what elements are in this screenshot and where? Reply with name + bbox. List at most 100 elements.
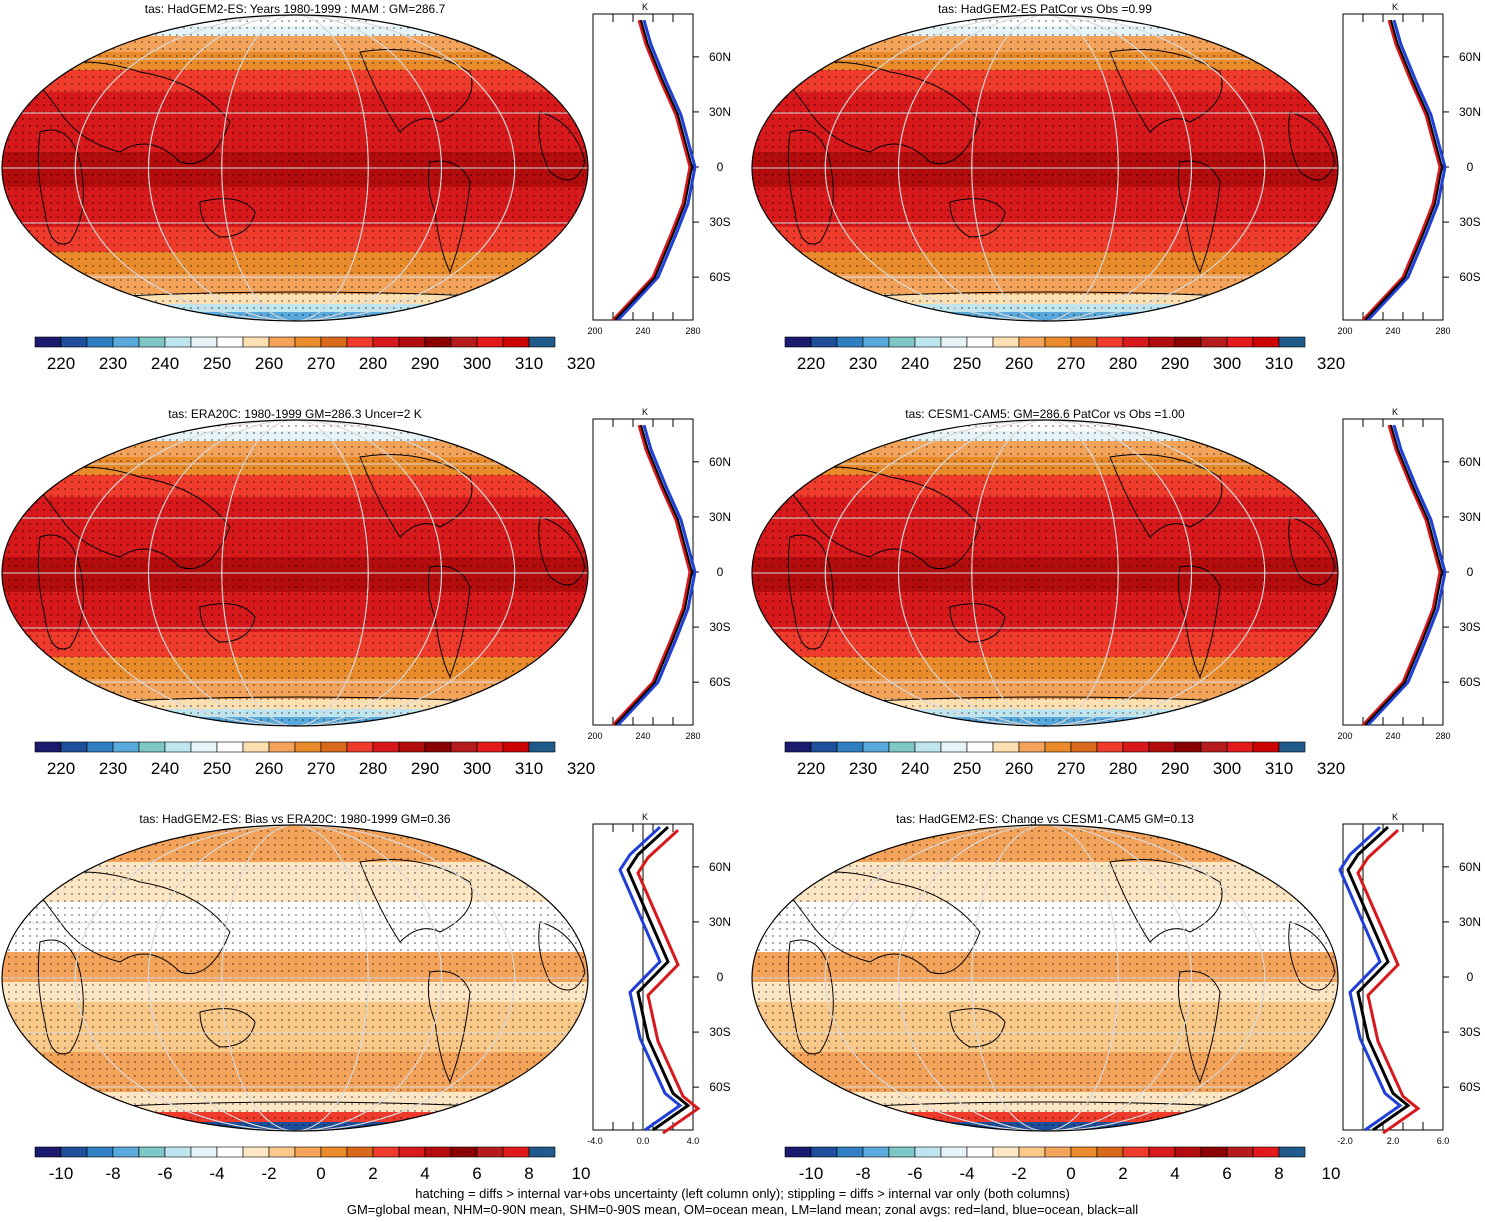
colorbar-swatch [138,1146,166,1158]
colorbar-swatch [216,1146,244,1158]
colorbar-label: 8 [524,1164,533,1183]
latitude-label: 0 [717,970,724,984]
colorbar-swatch [1122,1146,1150,1158]
colorbar-swatch [1278,741,1306,753]
colorbar-label: 300 [463,354,491,373]
colorbar-label: 280 [359,759,387,778]
colorbar-swatch [190,336,218,348]
colorbar-label: 270 [1057,354,1085,373]
latitude-label: 0 [717,160,724,174]
zonal-x-tick-label: -4.0 [587,1136,603,1146]
colorbar-swatch [476,1146,504,1158]
colorbar-label: -2 [1011,1164,1026,1183]
colorbar-swatch [502,741,530,753]
zonal-x-tick-label: 4.0 [687,1136,700,1146]
zonal-curve [1356,829,1421,1135]
colorbar-swatch [320,1146,348,1158]
colorbar-swatch [268,1146,296,1158]
latitude-label: 30S [1459,620,1480,634]
colorbar-label: 310 [515,354,543,373]
panel-title: tas: HadGEM2-ES: Change vs CESM1-CAM5 GM… [896,812,1194,826]
colorbar-label: 6 [472,1164,481,1183]
zonal-unit-label: K [642,812,648,822]
zonal-x-tick-label: 0.0 [637,1136,650,1146]
colorbar-label: 270 [307,354,335,373]
colorbar-swatch [784,1146,812,1158]
colorbar-swatch [1070,1146,1098,1158]
latitude-label: 60N [709,455,731,469]
colorbar-swatch [450,741,478,753]
latitude-label: 30N [1459,105,1481,119]
colorbar-swatch [320,336,348,348]
map-panel: -10 -8 -6 -4 -2 0 2 4 6 8 10 [751,824,1341,1183]
colorbar-swatch [60,1146,88,1158]
colorbar-swatch [1252,1146,1280,1158]
colorbar-swatch [1174,336,1202,348]
latitude-label: 0 [717,565,724,579]
colorbar-swatch [1200,1146,1228,1158]
latitude-label: 60S [1459,675,1480,689]
colorbar-swatch [862,1146,890,1158]
colorbar-swatch [1018,336,1046,348]
zonal-average-plot: K 60N 30N 0 30S 60S -2.0 2.0 6.0 [1337,812,1481,1146]
colorbar-swatch [476,336,504,348]
colorbar-swatch [914,1146,942,1158]
latitude-label: 30N [709,105,731,119]
colorbar-swatch [424,336,452,348]
colorbar-label: 300 [463,759,491,778]
colorbar-swatch [112,1146,140,1158]
colorbar-label: 270 [1057,759,1085,778]
colorbar-label: 290 [1161,354,1189,373]
colorbar-label: 250 [953,759,981,778]
colorbar-swatch [216,741,244,753]
colorbar-swatch [1096,1146,1124,1158]
colorbar-swatch [34,1146,62,1158]
zonal-curve [1338,825,1403,1132]
colorbar-swatch [836,741,864,753]
colorbar-swatch [1018,741,1046,753]
colorbar-swatch [888,1146,916,1158]
latitude-label: 30N [709,510,731,524]
colorbar-swatch [1226,336,1254,348]
zonal-unit-label: K [642,2,648,12]
colorbar-swatch [966,1146,994,1158]
colorbar-swatch [1122,741,1150,753]
colorbar-swatch [1018,1146,1046,1158]
colorbar-label: 260 [1005,759,1033,778]
zonal-x-tick-label: 200 [1337,326,1352,336]
colorbar-swatch [1148,1146,1176,1158]
zonal-x-tick-label: 240 [635,326,650,336]
colorbar-label: 290 [411,354,439,373]
zonal-curve [626,825,691,1132]
colorbar-swatch [398,1146,426,1158]
colorbar-swatch [1278,1146,1306,1158]
colorbar-swatch [398,741,426,753]
colorbar-swatch [216,336,244,348]
colorbar-label: 10 [1322,1164,1341,1183]
colorbar-swatch [372,741,400,753]
panel-title: tas: ERA20C: 1980-1999 GM=286.3 Uncer=2 … [168,407,422,421]
zonal-average-plot: K 60N 30N 0 30S 60S 200 240 280 [1337,407,1481,741]
zonal-x-tick-label: 240 [1385,731,1400,741]
panel-title: tas: HadGEM2-ES: Bias vs ERA20C: 1980-19… [139,812,451,826]
colorbar-swatch [1226,741,1254,753]
colorbar-swatch [346,1146,374,1158]
colorbar-swatch [1070,336,1098,348]
colorbar-swatch [810,741,838,753]
colorbar-label: 260 [255,354,283,373]
zonal-x-tick-label: 280 [1435,326,1450,336]
colorbar-swatch [1226,1146,1254,1158]
colorbar-label: -6 [907,1164,922,1183]
zonal-curve [614,424,694,726]
colorbar-swatch [1200,336,1228,348]
zonal-x-tick-label: 6.0 [1437,1136,1450,1146]
colorbar-swatch [1044,741,1072,753]
colorbar-swatch [502,1146,530,1158]
colorbar-swatch [1252,336,1280,348]
colorbar-swatch [992,741,1020,753]
zonal-x-tick-label: 200 [587,731,602,741]
latitude-label: 60N [1459,860,1481,874]
colorbar-label: 220 [797,354,825,373]
colorbar-swatch [528,336,556,348]
colorbar-label: -2 [261,1164,276,1183]
